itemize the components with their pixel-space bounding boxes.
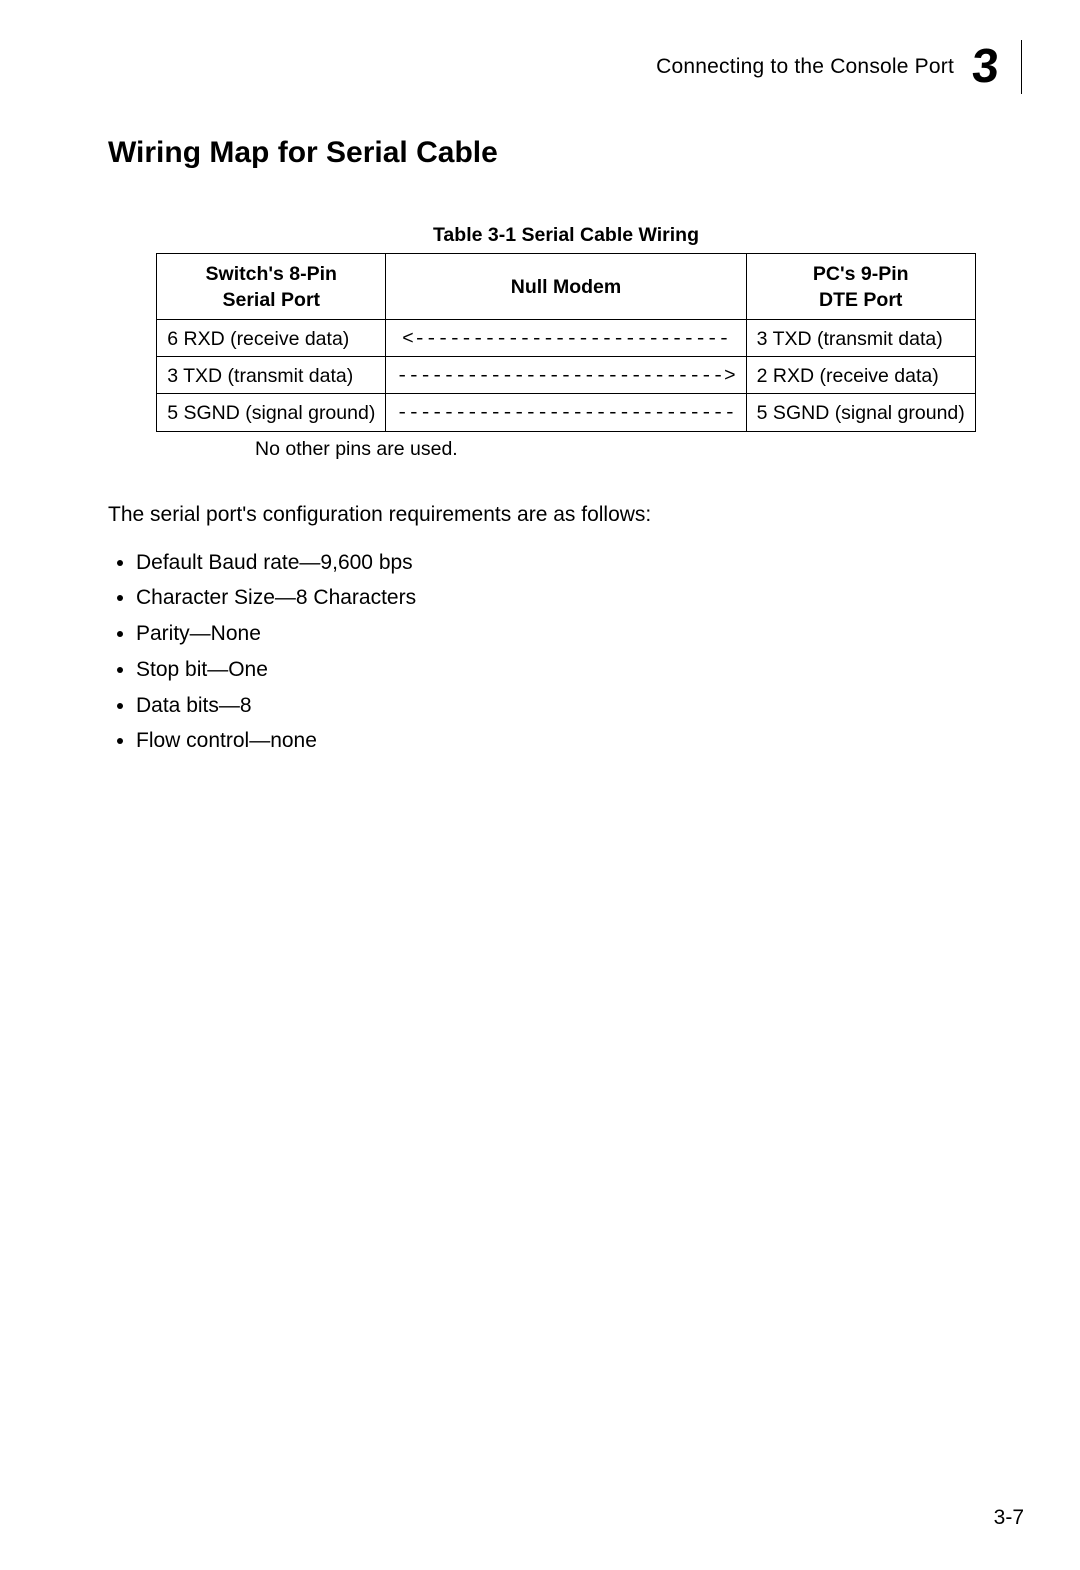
table-cell: 5 SGND (signal ground) — [157, 394, 386, 431]
list-item: Character Size—8 Characters — [136, 580, 1024, 616]
config-list: Default Baud rate—9,600 bps Character Si… — [108, 545, 1024, 759]
th-line2: DTE Port — [819, 289, 902, 311]
page: Connecting to the Console Port 3 Wiring … — [0, 0, 1080, 1570]
table-cell: 2 RXD (receive data) — [746, 357, 975, 394]
list-item: Default Baud rate—9,600 bps — [136, 545, 1024, 581]
th-line1: PC's 9-Pin — [813, 263, 909, 285]
table-cell: 5 SGND (signal ground) — [746, 394, 975, 431]
wiring-table: Switch's 8-Pin Serial Port Null Modem PC… — [156, 253, 976, 432]
chapter-number-value: 3 — [970, 43, 998, 91]
table-header-cell: Switch's 8-Pin Serial Port — [157, 254, 386, 320]
table-cell: 6 RXD (receive data) — [157, 319, 386, 356]
table-cell: <--------------------------- — [386, 319, 746, 356]
table-cell: 3 TXD (transmit data) — [157, 357, 386, 394]
table-note-wrap: No other pins are used. — [108, 438, 1024, 503]
config-intro: The serial port's configuration requirem… — [108, 503, 1024, 527]
table-cell: ----------------------------- — [386, 394, 746, 431]
th-line1: Switch's 8-Pin — [206, 263, 337, 285]
list-item: Data bits—8 — [136, 688, 1024, 724]
table-cell: 3 TXD (transmit data) — [746, 319, 975, 356]
list-item: Stop bit—One — [136, 652, 1024, 688]
running-head-text: Connecting to the Console Port — [656, 55, 954, 79]
table-header-cell: Null Modem — [386, 254, 746, 320]
table-row: 3 TXD (transmit data) ------------------… — [157, 357, 976, 394]
table-note: No other pins are used. — [255, 438, 877, 461]
list-item: Flow control—none — [136, 723, 1024, 759]
table-row: 5 SGND (signal ground) -----------------… — [157, 394, 976, 431]
table-header-cell: PC's 9-Pin DTE Port — [746, 254, 975, 320]
table-cell: ----------------------------> — [386, 357, 746, 394]
page-header: Connecting to the Console Port 3 — [108, 40, 1024, 94]
chapter-number-icon: 3 — [968, 40, 1022, 94]
page-number: 3-7 — [994, 1506, 1024, 1530]
table-row: 6 RXD (receive data) <------------------… — [157, 319, 976, 356]
list-item: Parity—None — [136, 616, 1024, 652]
table-caption: Table 3-1 Serial Cable Wiring — [108, 224, 1024, 247]
section-heading: Wiring Map for Serial Cable — [108, 136, 1024, 170]
th-line1: Null Modem — [511, 276, 622, 298]
th-line2: Serial Port — [222, 289, 320, 311]
table-header-row: Switch's 8-Pin Serial Port Null Modem PC… — [157, 254, 976, 320]
